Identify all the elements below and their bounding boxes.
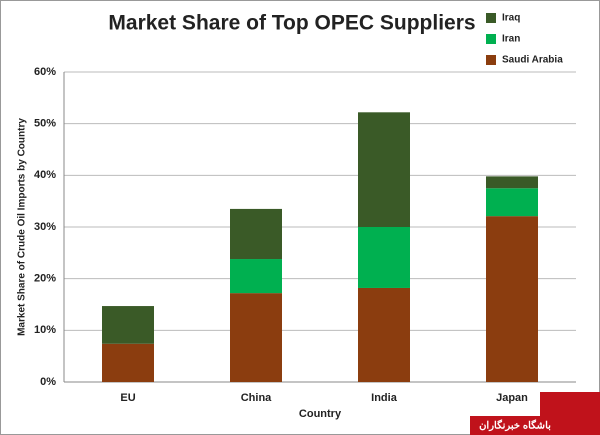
bar-segment	[102, 343, 154, 382]
x-tick-label: Japan	[496, 392, 528, 404]
bar-segment	[358, 112, 410, 227]
legend-label: Iraq	[502, 13, 520, 24]
chart-title: Market Share of Top OPEC Suppliers	[108, 12, 475, 35]
bar-segment	[230, 293, 282, 382]
legend-label: Saudi Arabia	[502, 55, 563, 66]
y-tick-label: 60%	[34, 66, 56, 78]
bar-segment	[486, 216, 538, 382]
watermark: باشگاه خبرنگاران	[479, 419, 551, 432]
x-axis-label: Country	[299, 408, 342, 420]
bar-segment	[102, 306, 154, 344]
legend-label: Iran	[502, 34, 520, 45]
y-tick-label: 0%	[40, 376, 56, 388]
bar-segment	[358, 227, 410, 288]
y-tick-label: 30%	[34, 221, 56, 233]
watermark-band	[470, 416, 570, 435]
bar-segment	[230, 259, 282, 294]
y-axis-label: Market Share of Crude Oil Imports by Cou…	[17, 118, 28, 336]
bar-segment	[486, 188, 538, 217]
bar-segment	[486, 176, 538, 189]
legend-swatch	[486, 34, 496, 44]
y-tick-label: 50%	[34, 118, 56, 130]
legend-swatch	[486, 13, 496, 23]
x-tick-label: India	[371, 392, 398, 404]
legend-swatch	[486, 55, 496, 65]
y-tick-label: 20%	[34, 273, 56, 285]
y-tick-label: 10%	[34, 324, 56, 336]
y-tick-label: 40%	[34, 169, 56, 181]
x-tick-label: China	[241, 392, 272, 404]
bar-segment	[230, 208, 282, 260]
bar-segment	[358, 287, 410, 382]
x-tick-label: EU	[120, 392, 135, 404]
